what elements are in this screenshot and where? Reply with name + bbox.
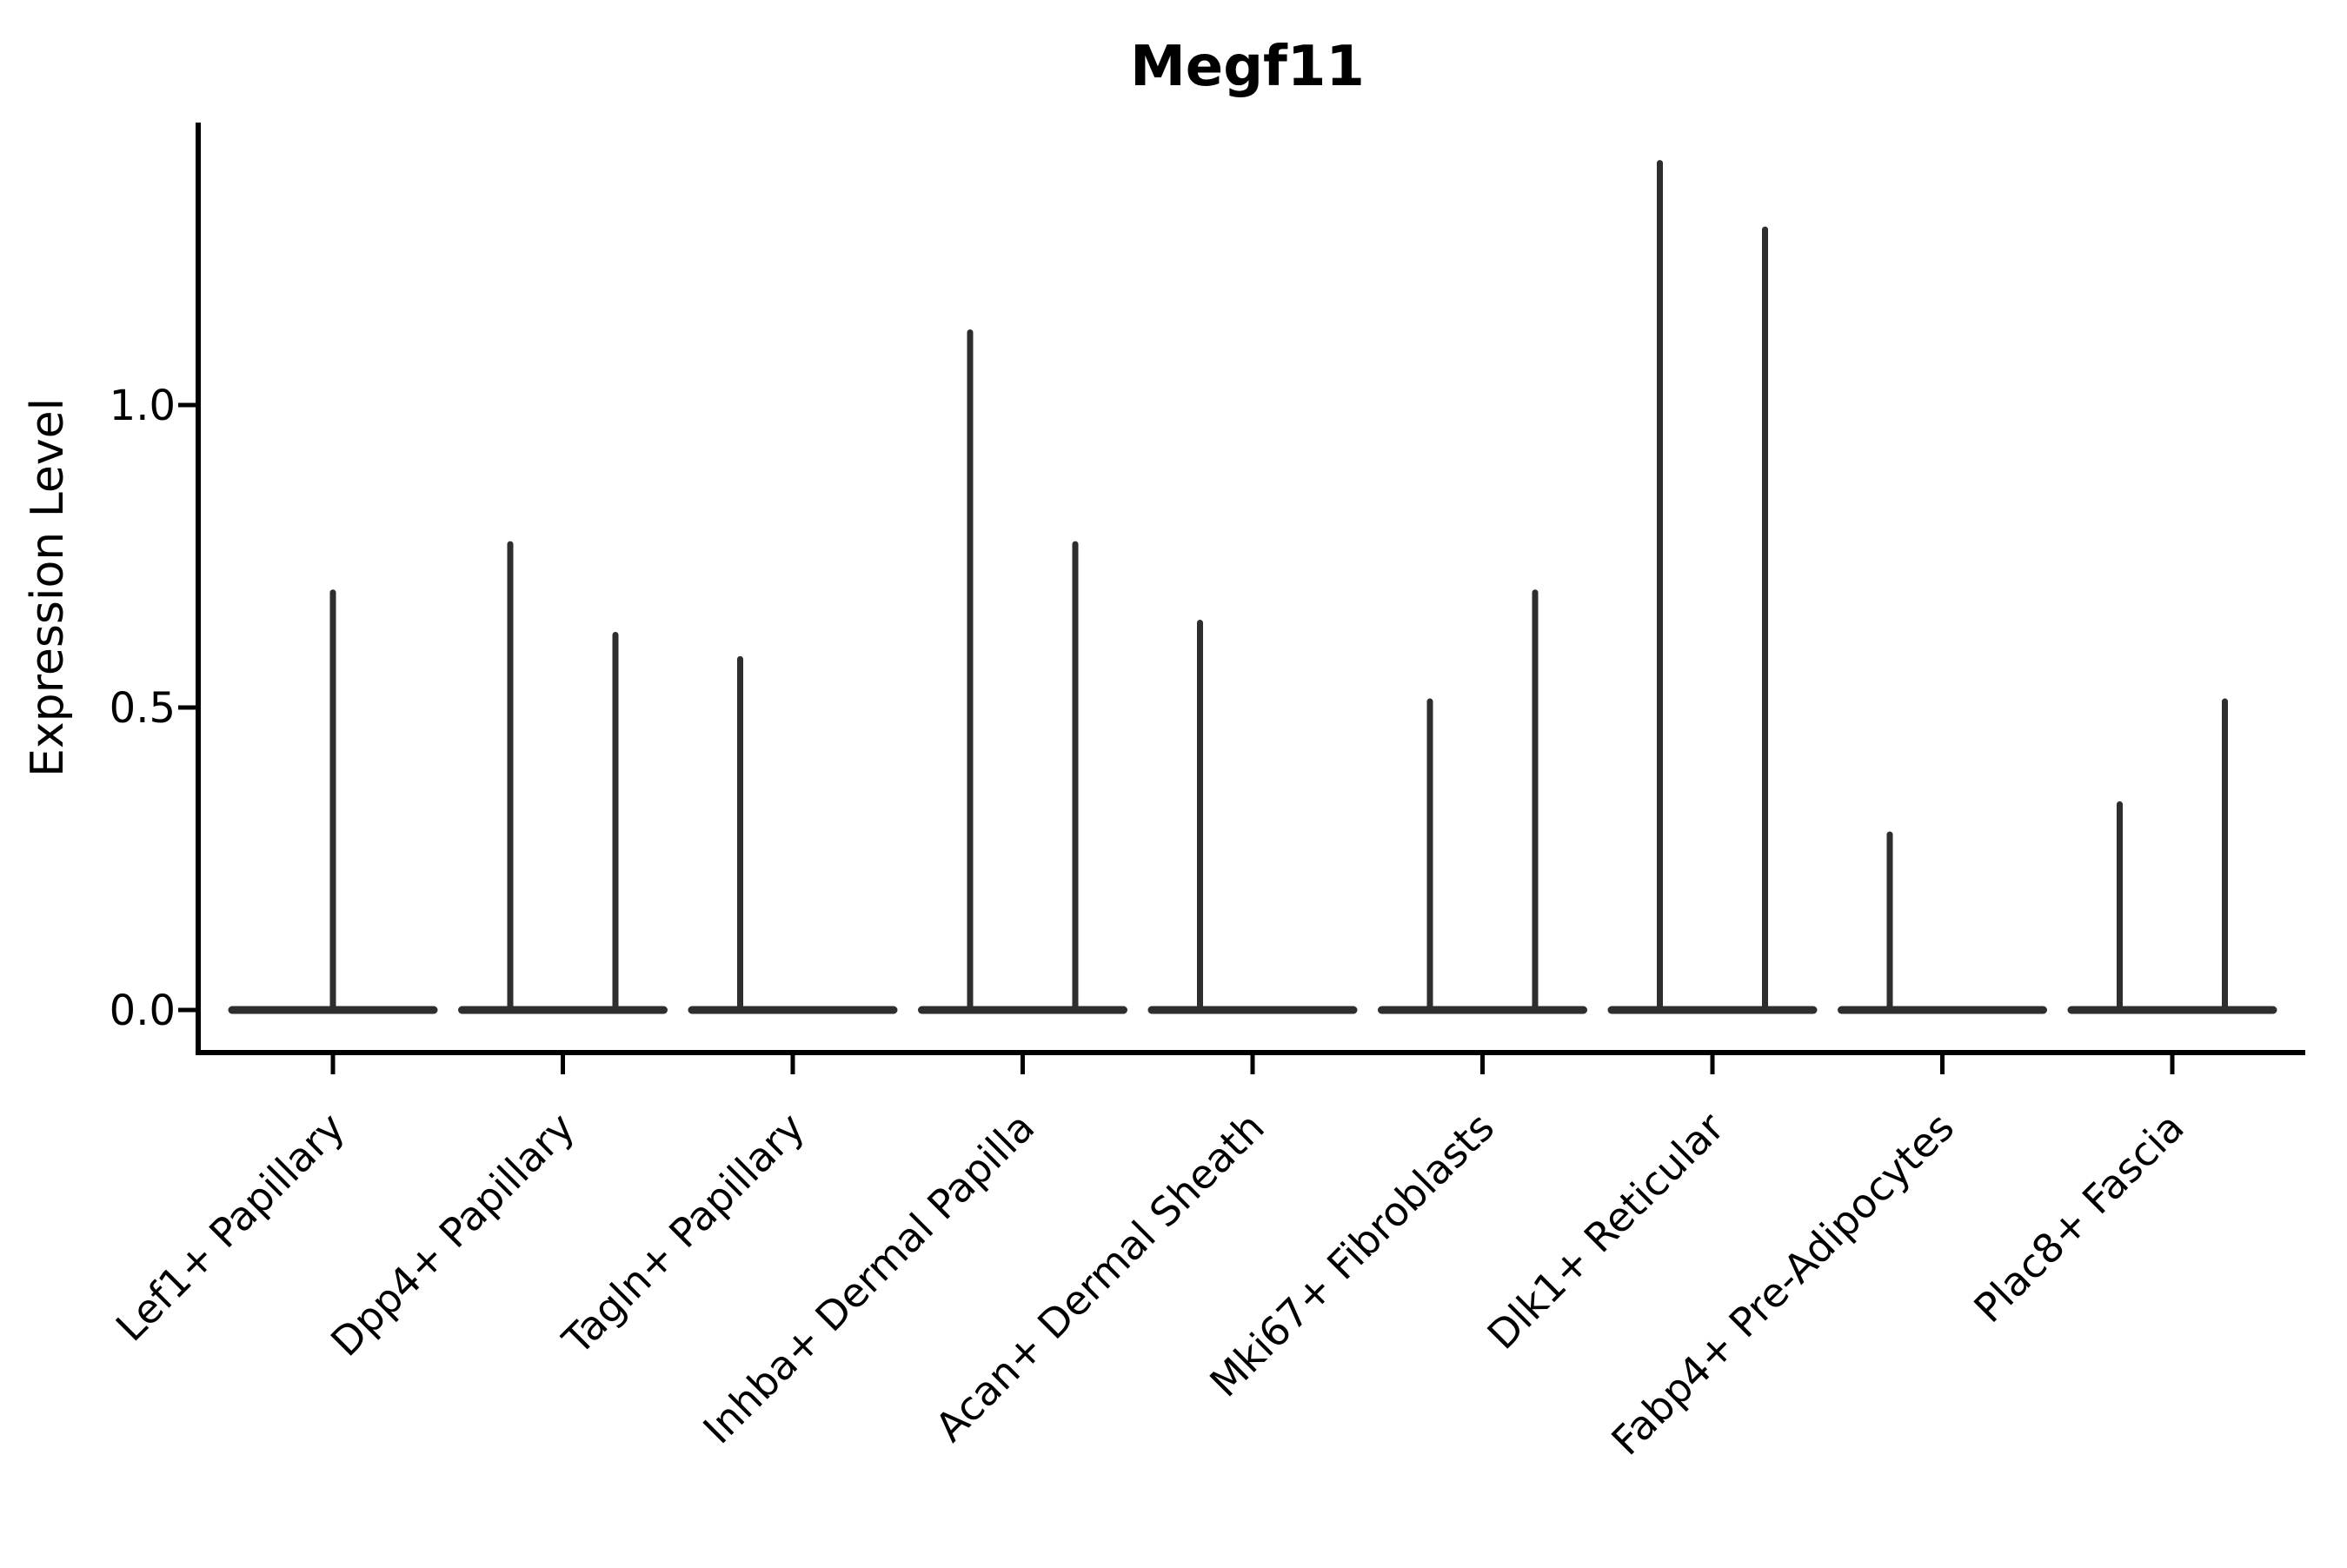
x-tick-label: Plac8+ Fascia (1965, 1104, 2192, 1332)
violin (918, 329, 1127, 1014)
violin (1838, 831, 2047, 1014)
x-tick-label: Tagln+ Papillary (553, 1104, 814, 1365)
y-tick-label: 0.0 (110, 987, 176, 1035)
violin (1607, 160, 1818, 1014)
violin (228, 589, 438, 1014)
violins-layer (228, 160, 2277, 1014)
y-axis-label: Expression Level (22, 398, 74, 777)
violin (458, 541, 668, 1014)
violin (1378, 589, 1587, 1014)
axes-layer: 0.0 0.5 1.0 (110, 123, 2305, 1074)
x-tick-label: Lef1+ Papillary (107, 1104, 354, 1351)
axis-spines (196, 123, 2305, 1055)
violin (2067, 698, 2277, 1014)
y-tick-label: 0.5 (110, 684, 176, 733)
violin (688, 655, 898, 1014)
x-tick-label: Dlk1+ Reticular (1479, 1104, 1733, 1359)
chart-title: Megf11 (1130, 35, 1365, 99)
violin (1147, 620, 1358, 1014)
x-tick-label: Dpp4+ Papillary (322, 1104, 583, 1365)
y-tick-label: 1.0 (110, 382, 176, 430)
